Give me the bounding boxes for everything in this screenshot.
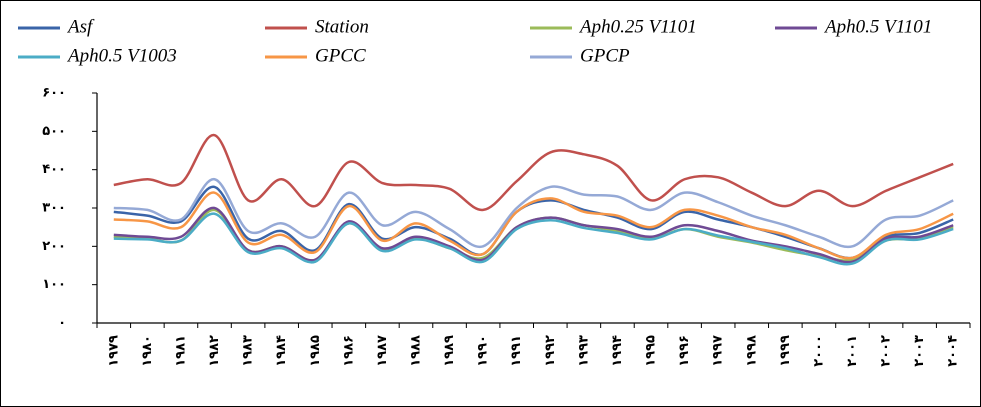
x-tick-label: ۱۹۹۲ bbox=[543, 335, 558, 367]
series-line bbox=[113, 191, 954, 260]
x-tick-label: ۱۹۹۷ bbox=[711, 335, 726, 367]
x-tick-label: ۲۰۰۲ bbox=[879, 335, 894, 367]
legend-label: Station bbox=[315, 16, 369, 37]
x-tick-label: ۲۰۰۰ bbox=[811, 335, 826, 367]
series-line bbox=[113, 178, 954, 249]
x-tick-label: ۲۰۰۱ bbox=[845, 335, 860, 367]
x-tick-label: ۲۰۰۳ bbox=[912, 335, 927, 367]
legend-label: Aph0.25 V1101 bbox=[578, 16, 697, 37]
legend-label: Asf bbox=[66, 16, 95, 37]
legend-label: Aph0.5 V1101 bbox=[823, 16, 932, 37]
x-tick-label: ۱۹۸۸ bbox=[408, 335, 423, 367]
series-line bbox=[113, 212, 954, 266]
x-tick-label: ۱۹۸۲ bbox=[207, 335, 222, 367]
y-tick-label: ۰ bbox=[58, 316, 66, 331]
x-tick-label: ۱۹۸۶ bbox=[341, 335, 356, 367]
x-tick-label: ۱۹۸۷ bbox=[375, 335, 390, 367]
x-tick-label: ۱۹۸۵ bbox=[308, 335, 323, 367]
series-line bbox=[113, 206, 954, 264]
x-tick-label: ۱۹۹۱ bbox=[509, 335, 524, 367]
legend-label: Aph0.5 V1003 bbox=[66, 45, 177, 66]
x-tick-label: ۲۰۰۴ bbox=[946, 335, 961, 367]
y-tick-label: ۴۰۰ bbox=[42, 162, 66, 177]
y-tick-label: ۲۰۰ bbox=[42, 239, 66, 254]
y-tick-label: ۱۰۰ bbox=[42, 277, 66, 292]
y-tick-label: ۵۰۰ bbox=[42, 124, 66, 139]
x-tick-label: ۱۹۹۳ bbox=[576, 335, 591, 367]
x-tick-label: ۱۹۹۰ bbox=[476, 335, 491, 367]
x-tick-label: ۱۹۹۸ bbox=[744, 335, 759, 367]
x-tick-label: ۱۹۹۴ bbox=[610, 335, 625, 367]
legend-label: GPCC bbox=[315, 45, 366, 66]
x-tick-label: ۱۹۹۵ bbox=[644, 335, 659, 367]
x-tick-label: ۱۹۸۹ bbox=[442, 335, 457, 367]
series-line bbox=[113, 133, 954, 212]
x-tick-label: ۱۹۹۹ bbox=[778, 335, 793, 367]
x-tick-label: ۱۹۹۶ bbox=[677, 335, 692, 367]
x-tick-label: ۱۹۸۱ bbox=[173, 335, 188, 367]
x-tick-label: ۱۹۸۴ bbox=[274, 335, 289, 367]
x-tick-label: ۱۹۷۹ bbox=[106, 335, 121, 367]
x-tick-label: ۱۹۸۰ bbox=[140, 335, 155, 367]
y-tick-label: ۶۰۰ bbox=[42, 86, 66, 101]
x-tick-label: ۱۹۸۳ bbox=[241, 335, 256, 367]
y-tick-label: ۳۰۰ bbox=[42, 201, 66, 216]
legend-label: GPCP bbox=[580, 45, 630, 66]
